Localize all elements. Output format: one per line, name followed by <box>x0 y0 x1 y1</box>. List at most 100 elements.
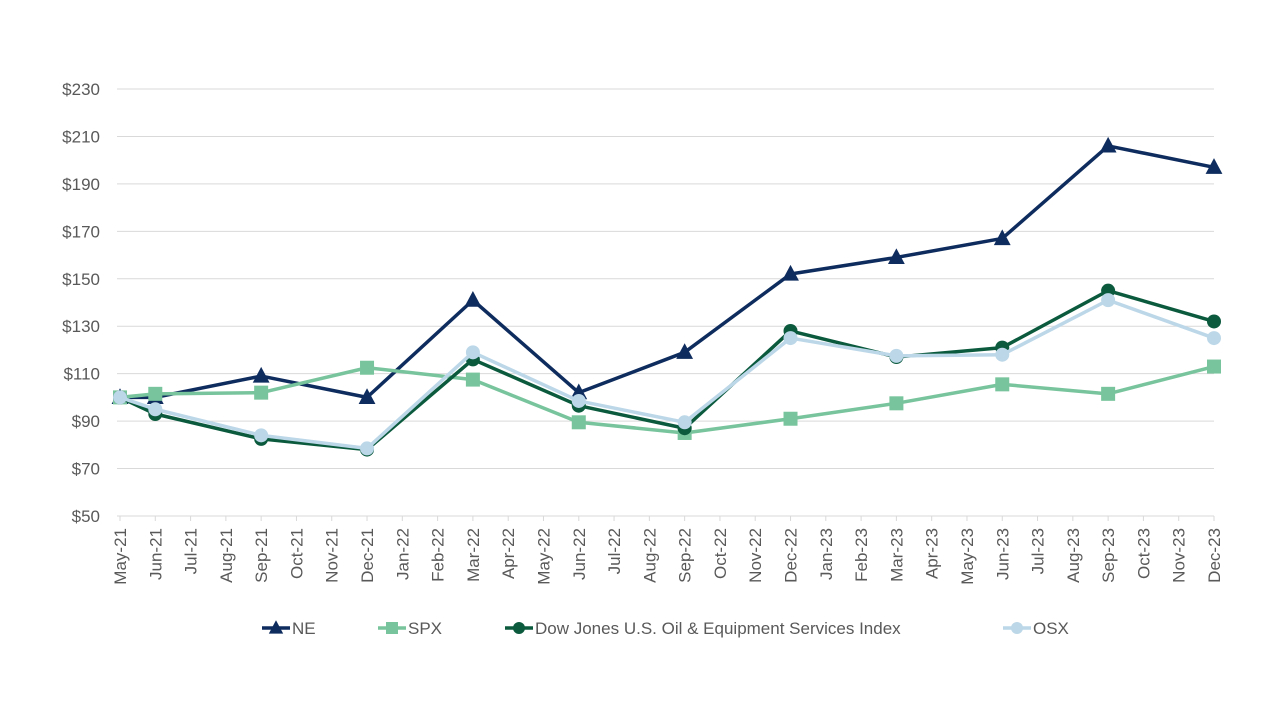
x-tick-label: Jan-22 <box>393 528 412 580</box>
x-tick-label: Nov-21 <box>323 528 342 583</box>
x-tick-label: Nov-22 <box>746 528 765 583</box>
x-tick-label: May-22 <box>534 528 553 585</box>
data-point <box>995 347 1010 362</box>
series-1 <box>113 359 1221 440</box>
legend-item: OSX <box>1003 619 1069 638</box>
x-tick-label: Jul-22 <box>605 528 624 574</box>
x-tick-label: Sep-23 <box>1099 528 1118 583</box>
data-point <box>360 360 375 375</box>
data-point <box>465 372 480 387</box>
series-line <box>118 298 1216 451</box>
x-axis-tick-labels: May-21 Jun-21 Jul-21 Aug-21 Sep-21 Oct-21 Nov-… <box>111 528 1224 585</box>
x-tick-label: Oct-21 <box>287 528 306 579</box>
series-line <box>118 364 1216 435</box>
data-point <box>358 388 376 405</box>
x-tick-label: Mar-23 <box>887 528 906 582</box>
y-tick-label: $210 <box>62 127 100 146</box>
x-tick-label: Jun-21 <box>146 528 165 580</box>
data-point <box>148 402 163 417</box>
y-tick-label: $90 <box>72 412 100 431</box>
x-tick-label: Dec-22 <box>782 528 801 583</box>
x-tick-label: Apr-23 <box>923 528 942 579</box>
data-point <box>254 428 269 443</box>
x-tick-label: Feb-22 <box>429 528 448 582</box>
data-point <box>1101 386 1116 401</box>
data-point <box>1101 293 1116 308</box>
data-point <box>1207 314 1221 329</box>
legend-marker <box>268 620 284 634</box>
series-3 <box>113 293 1221 456</box>
series-lines <box>111 136 1223 457</box>
data-point <box>113 390 127 405</box>
data-point <box>677 415 692 430</box>
y-tick-label: $190 <box>62 175 100 194</box>
data-point <box>1205 158 1223 174</box>
x-tick-label: Oct-23 <box>1134 528 1153 579</box>
legend-label: Dow Jones U.S. Oil & Equipment Services … <box>535 619 901 638</box>
series-0 <box>111 136 1223 405</box>
data-point <box>464 291 482 307</box>
x-tick-label: Feb-23 <box>852 528 871 582</box>
y-tick-label: $170 <box>62 222 100 241</box>
x-tick-label: Sep-22 <box>676 528 695 583</box>
legend-item: NE <box>262 619 316 638</box>
data-point <box>1207 359 1221 374</box>
data-point <box>360 441 375 456</box>
data-point <box>254 385 269 400</box>
x-tick-label: Jul-21 <box>182 528 201 574</box>
data-point <box>1099 136 1117 153</box>
data-point <box>1207 331 1221 346</box>
legend-item: Dow Jones U.S. Oil & Equipment Services … <box>505 619 901 638</box>
y-tick-label: $70 <box>72 460 100 479</box>
legend-item: SPX <box>378 619 442 638</box>
legend-marker <box>513 622 525 634</box>
data-point <box>571 393 586 408</box>
x-tick-label: Nov-23 <box>1170 528 1189 583</box>
x-tick-label: Jun-22 <box>570 528 589 580</box>
data-point <box>993 229 1011 246</box>
legend-marker <box>1011 622 1023 634</box>
x-tick-label: May-21 <box>111 528 130 585</box>
data-point <box>889 396 904 411</box>
y-axis-tick-labels: $230 $210 $190 $170 $150 $130 $110 $90 $70 $50 <box>62 80 100 526</box>
data-point <box>676 343 694 359</box>
series-line <box>118 144 1216 400</box>
x-tick-label: Aug-23 <box>1064 528 1083 583</box>
data-point <box>570 383 588 400</box>
data-point <box>571 415 586 430</box>
x-tick-label: Aug-22 <box>640 528 659 583</box>
legend: NE SPX Dow Jones U.S. Oil & Equipment Serv… <box>262 619 1069 638</box>
x-tick-label: Dec-23 <box>1205 528 1224 583</box>
series-line <box>118 288 1216 452</box>
data-point <box>783 331 798 346</box>
y-tick-label: $50 <box>72 507 100 526</box>
x-tick-label: Oct-22 <box>711 528 730 579</box>
x-tick-label: May-23 <box>958 528 977 585</box>
data-point <box>252 366 270 383</box>
y-tick-label: $110 <box>63 365 100 384</box>
x-tick-label: Jun-23 <box>993 528 1012 580</box>
data-point <box>995 377 1010 392</box>
data-point <box>782 264 799 281</box>
legend-label: OSX <box>1033 619 1069 638</box>
y-tick-label: $230 <box>62 80 100 99</box>
legend-label: SPX <box>408 619 442 638</box>
data-point <box>783 411 798 426</box>
data-point <box>465 345 480 360</box>
x-tick-label: Dec-21 <box>358 528 377 583</box>
x-tick-label: Jul-23 <box>1029 528 1048 574</box>
x-tick-label: Sep-21 <box>252 528 271 583</box>
data-point <box>148 386 163 401</box>
data-point <box>887 248 905 265</box>
data-point <box>889 348 904 363</box>
x-tick-label: Apr-22 <box>499 528 518 579</box>
x-tick-label: Aug-21 <box>217 528 236 583</box>
x-tick-label: Jan-23 <box>817 528 836 580</box>
x-tick-label: Mar-22 <box>464 528 483 582</box>
legend-label: NE <box>292 619 316 638</box>
y-tick-label: $130 <box>62 317 100 336</box>
y-tick-label: $150 <box>62 270 100 289</box>
legend-marker <box>386 622 398 634</box>
gridlines <box>117 88 1215 521</box>
